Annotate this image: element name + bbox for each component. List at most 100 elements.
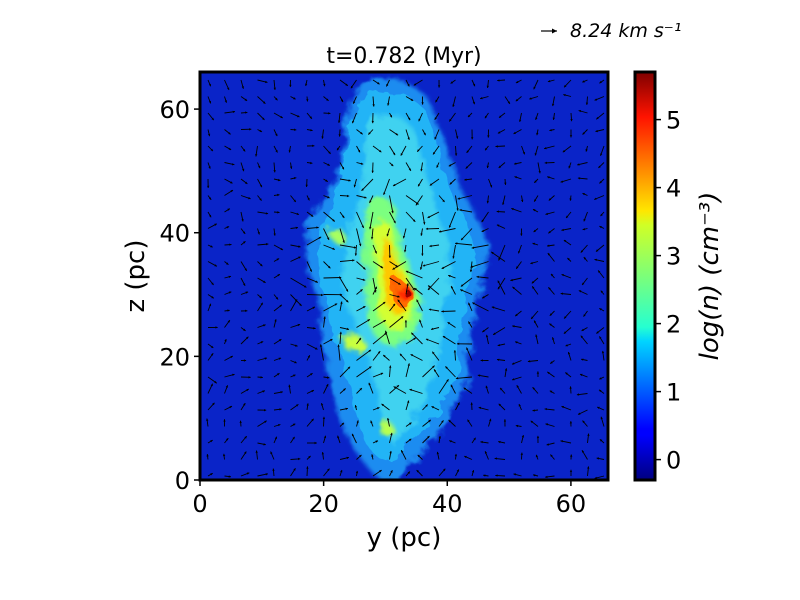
velocity-arrowhead — [249, 128, 252, 131]
velocity-arrowhead — [228, 132, 231, 135]
velocity-arrowhead — [449, 119, 452, 122]
velocity-arrowhead — [511, 208, 514, 211]
velocity-arrowhead — [410, 98, 414, 101]
velocity-arrowhead — [246, 389, 249, 392]
velocity-arrow — [392, 178, 407, 187]
velocity-arrowhead — [400, 153, 403, 156]
velocity-arrowhead — [328, 112, 331, 115]
velocity-arrowhead — [265, 473, 268, 476]
velocity-arrowhead — [263, 324, 266, 327]
velocity-arrowhead — [340, 470, 343, 473]
velocity-arrowhead — [396, 385, 399, 388]
velocity-arrowhead — [566, 215, 569, 218]
velocity-arrowhead — [346, 456, 349, 460]
velocity-arrowhead — [534, 320, 537, 323]
velocity-arrowhead — [404, 320, 408, 323]
velocity-arrowhead — [597, 406, 600, 409]
velocity-arrowhead — [534, 153, 537, 156]
velocity-arrowhead — [354, 253, 358, 256]
velocity-arrowhead — [421, 253, 424, 256]
velocity-arrowhead — [417, 455, 421, 458]
velocity-arrowhead — [321, 403, 324, 406]
velocity-arrowhead — [395, 133, 399, 136]
velocity-arrowhead — [547, 253, 551, 256]
quiver-key-arrowhead — [552, 28, 557, 34]
velocity-arrow — [405, 363, 410, 378]
quiver-key: 8.24 km s⁻¹ — [541, 20, 681, 42]
velocity-arrowhead — [435, 99, 438, 103]
velocity-arrowhead — [293, 374, 296, 377]
velocity-arrowhead — [552, 117, 555, 120]
velocity-arrowhead — [232, 163, 235, 166]
velocity-arrow — [339, 259, 355, 262]
colorbar-tick-label: 3 — [666, 243, 681, 271]
velocity-arrowhead — [498, 403, 502, 407]
velocity-arrowhead — [313, 327, 316, 330]
velocity-arrowhead — [377, 351, 381, 354]
colorbar-tick-label: 5 — [666, 107, 681, 135]
velocity-arrowhead — [550, 361, 553, 364]
velocity-arrowhead — [311, 390, 314, 393]
velocity-arrowhead — [600, 416, 603, 420]
velocity-arrowhead — [263, 280, 266, 283]
velocity-arrow — [491, 306, 506, 312]
velocity-arrowhead — [532, 286, 535, 289]
velocity-arrowhead — [325, 179, 328, 182]
velocity-arrowhead — [502, 202, 505, 205]
velocity-arrowhead — [361, 225, 364, 228]
velocity-arrowhead — [352, 120, 355, 124]
velocity-arrowhead — [318, 236, 322, 239]
velocity-arrow — [472, 302, 489, 312]
velocity-arrowhead — [599, 377, 602, 380]
velocity-arrow — [441, 261, 456, 270]
chart-title: t=0.782 (Myr) — [326, 44, 481, 69]
velocity-arrowhead — [339, 276, 342, 279]
velocity-arrowhead — [378, 149, 382, 153]
velocity-arrowhead — [264, 409, 267, 412]
velocity-arrowhead — [226, 438, 229, 441]
velocity-arrowhead — [471, 246, 475, 249]
colorbar-frame — [633, 70, 657, 482]
velocity-arrow — [372, 332, 387, 345]
velocity-arrowhead — [328, 151, 331, 154]
velocity-arrowhead — [390, 432, 393, 436]
velocity-arrowhead — [243, 328, 246, 331]
velocity-arrowhead — [582, 450, 585, 453]
velocity-arrowhead — [227, 320, 230, 323]
velocity-arrow — [471, 244, 489, 249]
x-axis: 0 20 40 60 — [192, 480, 586, 518]
velocity-arrowhead — [382, 302, 386, 305]
velocity-arrowhead — [360, 132, 363, 135]
velocity-arrowhead — [417, 149, 420, 152]
velocity-arrowhead — [206, 454, 209, 457]
velocity-arrowhead — [599, 389, 602, 393]
velocity-arrowhead — [230, 190, 233, 193]
velocity-arrowhead — [453, 350, 457, 353]
velocity-arrowhead — [498, 440, 501, 444]
velocity-arrow — [448, 211, 456, 228]
velocity-arrowhead — [294, 128, 297, 131]
velocity-arrowhead — [478, 406, 482, 410]
velocity-arrowhead — [498, 165, 502, 168]
velocity-arrowhead — [275, 97, 278, 101]
velocity-arrow — [422, 365, 435, 378]
velocity-arrowhead — [239, 420, 242, 423]
velocity-arrowhead — [303, 285, 307, 288]
velocity-arrowhead — [210, 345, 214, 348]
velocity-arrowhead — [295, 404, 299, 407]
velocity-arrowhead — [214, 380, 217, 384]
velocity-arrow — [459, 209, 473, 213]
velocity-arrowhead — [326, 384, 329, 387]
velocity-arrowhead — [546, 443, 549, 446]
velocity-arrowhead — [379, 470, 382, 473]
colorbar-ticks: 0 1 2 3 4 5 — [655, 107, 681, 475]
velocity-arrowhead — [210, 383, 213, 387]
velocity-arrowhead — [472, 101, 475, 105]
velocity-arrowhead — [296, 212, 299, 215]
velocity-arrowhead — [372, 104, 375, 107]
velocity-arrowhead — [340, 301, 343, 304]
velocity-arrowhead — [583, 257, 587, 260]
velocity-arrowhead — [516, 385, 519, 388]
velocity-arrowhead — [576, 393, 580, 396]
velocity-arrowhead — [451, 286, 454, 289]
